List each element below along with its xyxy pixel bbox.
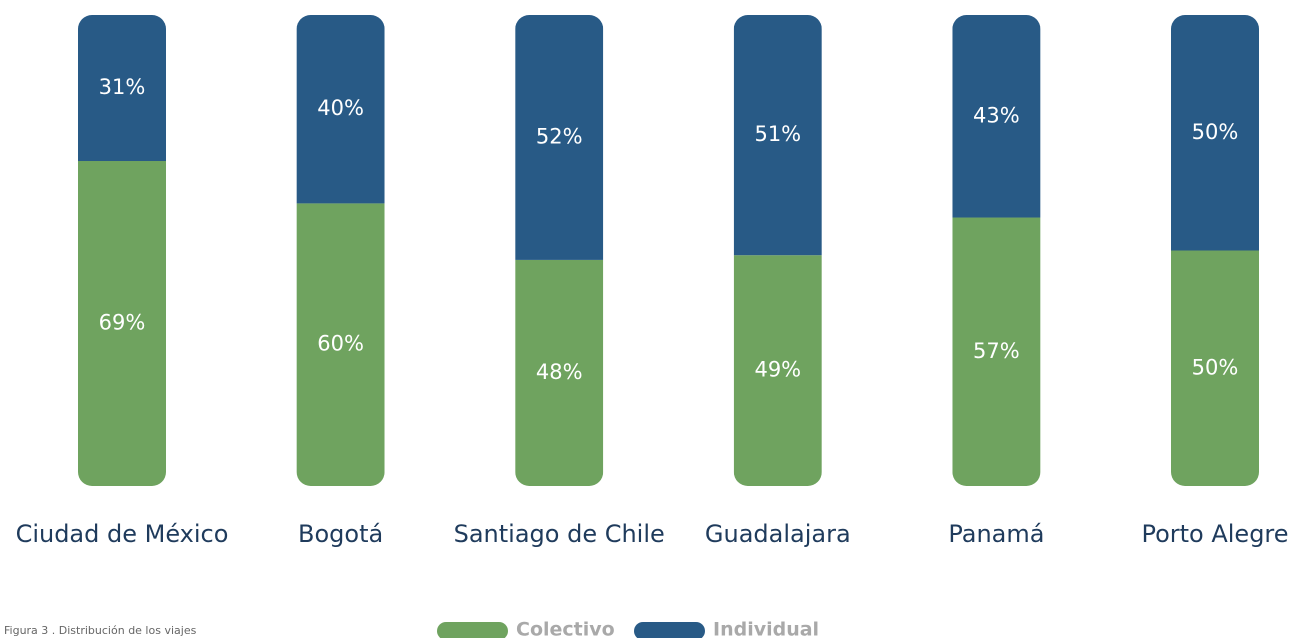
value-label: 51% — [754, 122, 801, 146]
value-label: 50% — [1192, 355, 1239, 379]
value-label: 69% — [99, 311, 146, 335]
bar-segment — [1171, 15, 1259, 251]
value-label: 43% — [973, 103, 1020, 127]
value-label: 48% — [536, 360, 583, 384]
bar-segment — [78, 15, 166, 162]
x-tick-label: Guadalajara — [705, 520, 851, 548]
legend-swatch — [634, 622, 705, 638]
bar-segment — [952, 15, 1041, 218]
bar-group — [78, 15, 166, 486]
x-tick-label: Bogotá — [298, 520, 383, 548]
value-label: 60% — [317, 332, 364, 356]
bar-segment — [515, 15, 604, 260]
x-tick-label: Porto Alegre — [1141, 520, 1288, 548]
legend-label: Individual — [713, 619, 819, 638]
value-label: 40% — [317, 96, 364, 120]
bar-segment — [78, 161, 166, 486]
bar-segment — [733, 255, 822, 486]
bar-group — [952, 15, 1041, 486]
caption: Figura 3 . Distribución de los viajes — [4, 624, 197, 637]
x-tick-label: Santiago de Chile — [454, 520, 665, 548]
value-label: 57% — [973, 339, 1020, 363]
bar-group — [733, 15, 822, 486]
x-tick-label: Ciudad de México — [16, 520, 229, 548]
value-label: 49% — [754, 358, 801, 382]
value-label: 50% — [1192, 120, 1239, 144]
bar-segment — [296, 15, 385, 204]
bar-group — [1171, 15, 1259, 486]
bar-segment — [733, 15, 822, 256]
bar-group — [515, 15, 604, 486]
legend-label: Colectivo — [516, 619, 615, 638]
bar-segment — [296, 203, 385, 486]
bar-segment — [1171, 250, 1259, 486]
value-label: 31% — [99, 75, 146, 99]
value-label: 52% — [536, 124, 583, 148]
bar-group — [296, 15, 385, 486]
bar-segment — [952, 217, 1041, 486]
x-tick-label: Panamá — [948, 520, 1044, 548]
legend-swatch — [437, 622, 508, 638]
bar-segment — [515, 259, 604, 486]
